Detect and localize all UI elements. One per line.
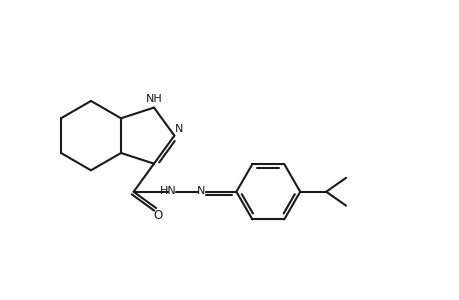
Text: NH: NH [146, 94, 162, 104]
Text: HN: HN [160, 186, 176, 196]
Text: N: N [196, 186, 205, 196]
Text: O: O [153, 209, 162, 223]
Text: N: N [175, 124, 183, 134]
